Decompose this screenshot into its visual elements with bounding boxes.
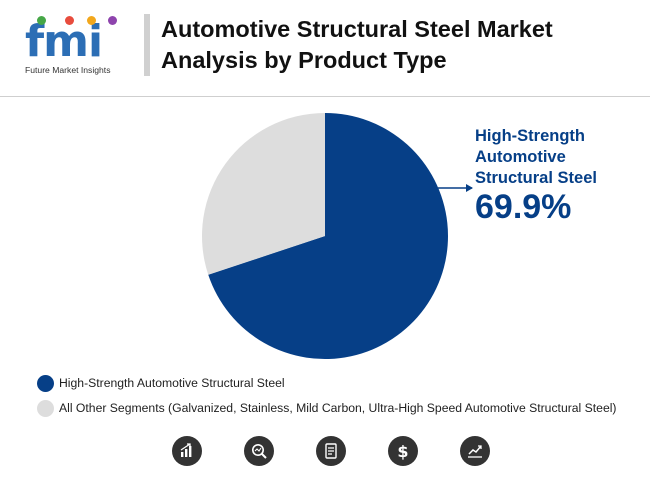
magnifier-chart-icon[interactable] (244, 436, 274, 466)
bar-chart-icon[interactable] (172, 436, 202, 466)
header-divider (0, 96, 650, 97)
callout-label: High-Strength Automotive Structural Stee… (475, 127, 597, 187)
pie-callout: High-Strength Automotive Structural Stee… (475, 126, 635, 226)
legend-label: High-Strength Automotive Structural Stee… (59, 376, 285, 390)
svg-text:$: $ (397, 442, 408, 460)
legend-swatch (37, 374, 54, 392)
logo-dot-red (65, 16, 74, 25)
callout-value: 69.9% (475, 188, 572, 226)
logo-dot-orange (87, 16, 96, 25)
logo-dot-purple (108, 16, 117, 25)
logo-caption: Future Market Insights (25, 65, 111, 75)
logo-dot-green (37, 16, 46, 25)
callout-arrowhead (466, 184, 473, 192)
pie-slice (202, 113, 325, 275)
legend-item: High-Strength Automotive Structural Stee… (37, 374, 617, 392)
trend-chart-icon[interactable] (460, 436, 490, 466)
pie-chart (202, 113, 473, 359)
fmi-logo: fmi Future Market Insights (25, 14, 135, 76)
dollar-icon[interactable]: $ (388, 436, 418, 466)
legend-swatch (37, 399, 54, 417)
logo-letters: fmi (25, 16, 103, 67)
chart-legend: High-Strength Automotive Structural Stee… (37, 374, 617, 424)
callout-arrow (438, 184, 473, 192)
legend-item: All Other Segments (Galvanized, Stainles… (37, 399, 617, 417)
chart-title: Automotive Structural Steel Market Analy… (161, 16, 553, 73)
report-document-icon[interactable] (316, 436, 346, 466)
pie-slice (208, 113, 448, 359)
title-accent-bar (144, 14, 150, 76)
legend-label: All Other Segments (Galvanized, Stainles… (59, 401, 617, 415)
pie-slices (202, 113, 448, 359)
